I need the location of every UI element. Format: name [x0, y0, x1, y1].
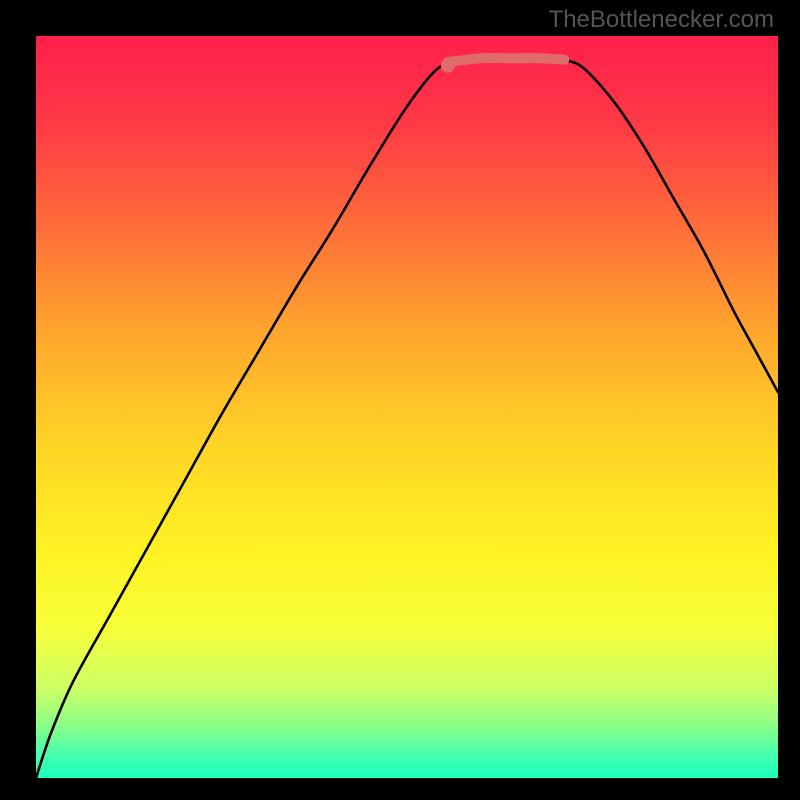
curve-layer	[36, 36, 778, 778]
highlight-band	[448, 58, 564, 62]
watermark-text: TheBottlenecker.com	[549, 6, 774, 34]
plot-area	[36, 36, 778, 778]
highlight-start-dot	[441, 59, 455, 73]
chart-container: TheBottlenecker.com	[0, 0, 800, 800]
bottleneck-curve	[36, 59, 778, 778]
